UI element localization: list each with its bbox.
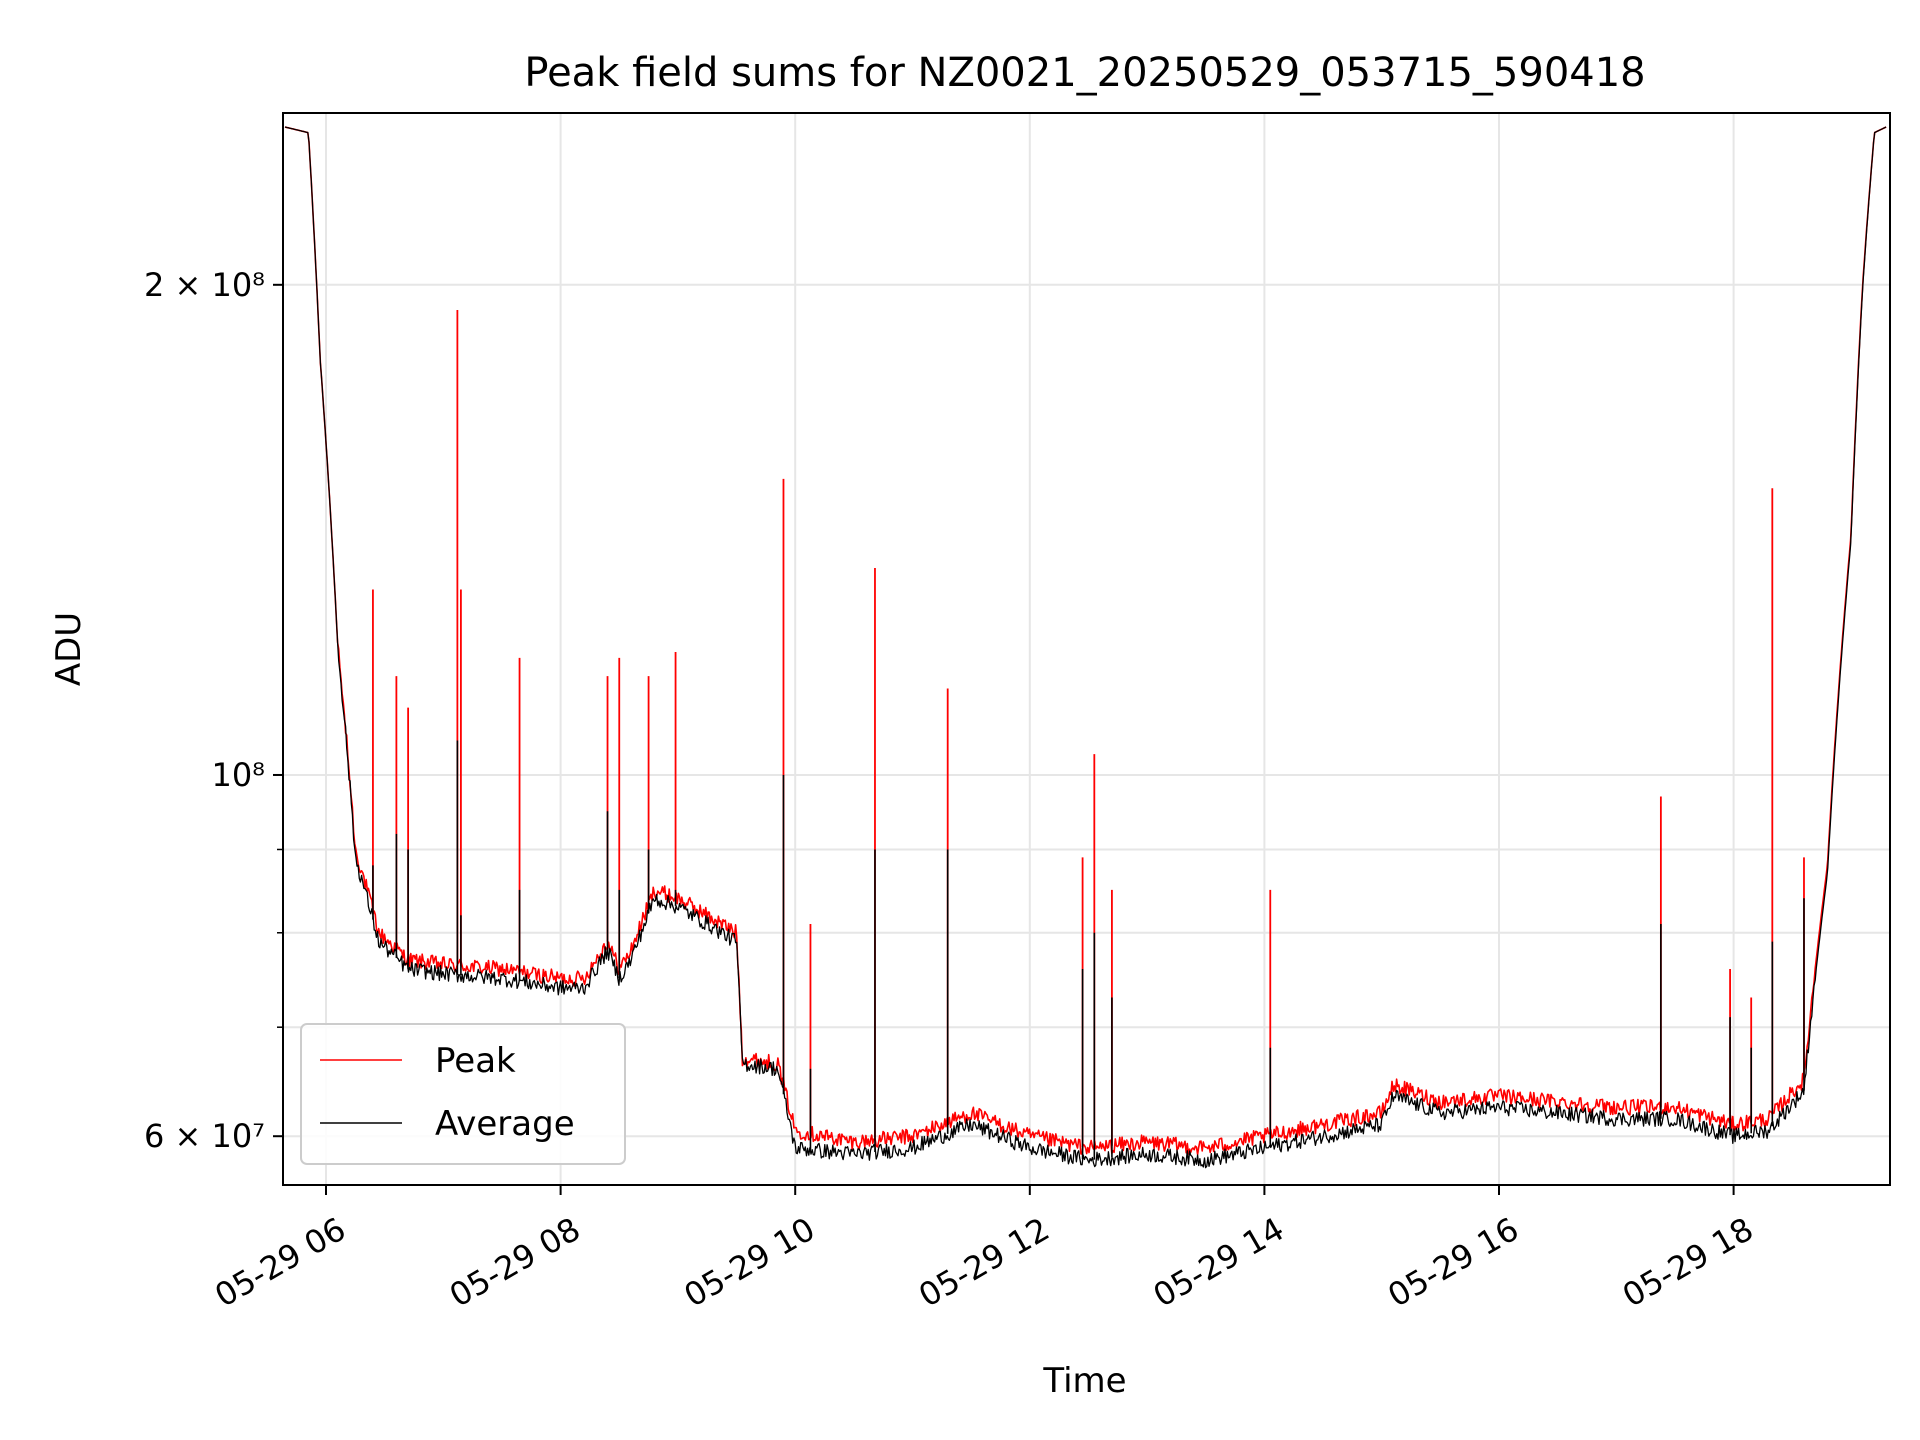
y-tick-label: 10⁸ bbox=[211, 756, 265, 794]
legend-average-label: Average bbox=[435, 1104, 575, 1144]
x-tick-label: 05-29 14 bbox=[1147, 1210, 1291, 1315]
y-axis-label: ADU bbox=[49, 612, 89, 686]
x-axis: 05-29 06 05-29 08 05-29 10 05-29 12 05-29 14… bbox=[208, 1185, 1760, 1315]
x-tick-label: 05-29 18 bbox=[1616, 1210, 1760, 1315]
plot-area bbox=[282, 112, 1891, 1186]
series-layer bbox=[284, 126, 1887, 1169]
series-line-peak bbox=[284, 126, 1887, 1156]
legend-box bbox=[300, 1023, 626, 1165]
x-axis-label: Time bbox=[1042, 1361, 1126, 1401]
series-line-average bbox=[284, 126, 1887, 1169]
x-tick-label: 05-29 12 bbox=[912, 1210, 1056, 1315]
y-tick-label: 2 × 10⁸ bbox=[144, 266, 265, 304]
y-tick-label: 6 × 10⁷ bbox=[144, 1117, 265, 1155]
chart-title: Peak field sums for NZ0021_20250529_0537… bbox=[524, 50, 1645, 96]
x-tick-label: 05-29 06 bbox=[208, 1210, 352, 1315]
legend: Peak Average bbox=[300, 1023, 626, 1165]
x-tick-label: 05-29 16 bbox=[1381, 1210, 1525, 1315]
legend-peak-label: Peak bbox=[435, 1041, 516, 1081]
x-tick-label: 05-29 08 bbox=[443, 1210, 587, 1315]
y-axis: 2 × 10⁸ 10⁸ 6 × 10⁷ bbox=[144, 266, 283, 1155]
x-tick-label: 05-29 10 bbox=[678, 1210, 822, 1315]
grid bbox=[283, 113, 1890, 1185]
